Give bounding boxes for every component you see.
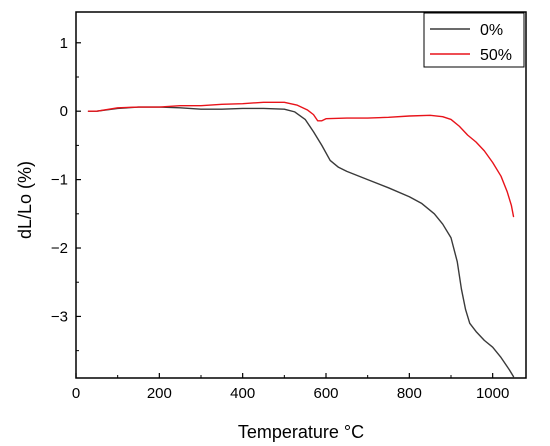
y-tick-label: 0: [60, 103, 68, 120]
y-tick-label: −2: [51, 240, 68, 257]
legend-label-0: 0%: [480, 22, 503, 39]
series-layer: [87, 101, 515, 378]
y-axis-ticks: 1 0 −1 −2 −3: [51, 35, 81, 352]
plot-frame: [75, 11, 527, 379]
x-axis-title: Temperature °C: [238, 422, 364, 442]
x-tick-label: 600: [313, 385, 338, 402]
x-tick-label: 400: [230, 385, 255, 402]
series-line-1: [87, 101, 515, 218]
x-tick-label: 1000: [476, 385, 509, 402]
y-axis-title: dL/Lo (%): [15, 161, 35, 239]
y-tick-label: −3: [51, 308, 68, 325]
series-line-0: [87, 106, 515, 378]
x-tick-label: 0: [72, 385, 80, 402]
plot-border: [75, 11, 527, 379]
legend: 0% 50%: [423, 12, 525, 68]
x-axis-ticks: 0 200 400 600 800 1000: [72, 373, 509, 402]
legend-box: [423, 12, 525, 68]
y-tick-label: 1: [60, 35, 68, 52]
y-tick-label: −1: [51, 172, 68, 189]
x-tick-label: 800: [397, 385, 422, 402]
legend-label-1: 50%: [480, 47, 512, 64]
x-tick-label: 200: [147, 385, 172, 402]
